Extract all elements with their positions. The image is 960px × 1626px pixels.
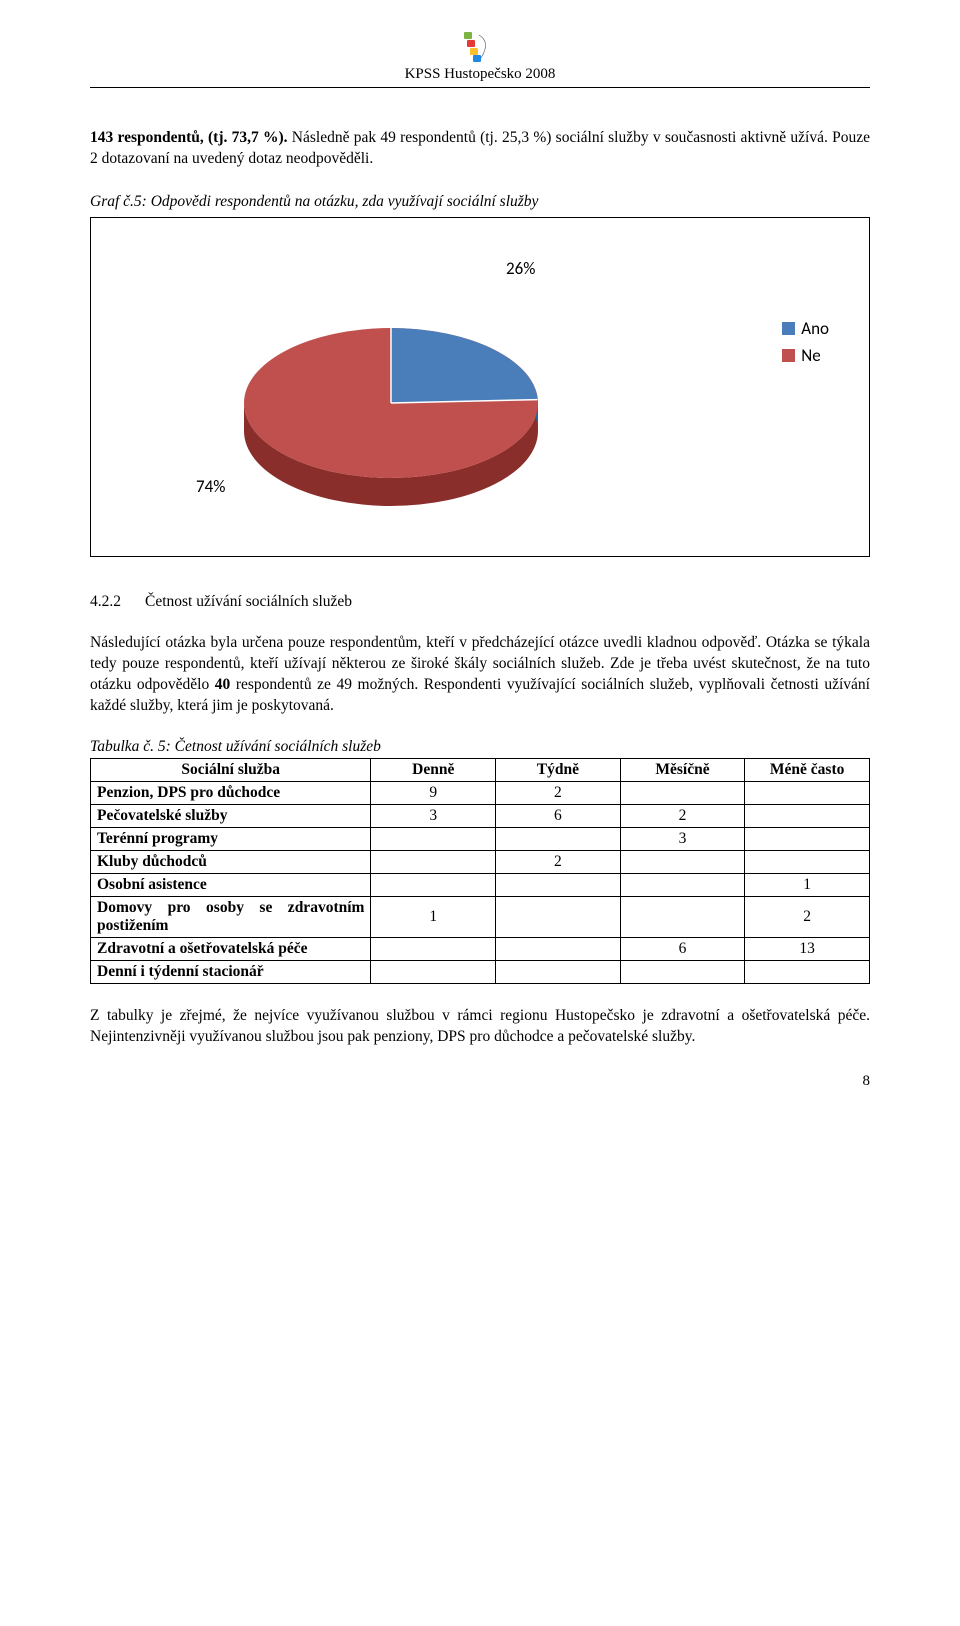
col-daily: Denně <box>371 759 496 782</box>
cell <box>496 897 621 938</box>
row-label: Penzion, DPS pro důchodce <box>91 782 371 805</box>
table-row: Zdravotní a ošetřovatelská péče 613 <box>91 938 870 961</box>
cell: 2 <box>620 805 745 828</box>
frequency-table: Sociální služba Denně Týdně Měsíčně Méně… <box>90 758 870 984</box>
cell <box>371 938 496 961</box>
section-heading: 4.2.2 Četnost užívání sociálních služeb <box>90 593 870 611</box>
legend-swatch-ano <box>782 322 795 335</box>
cell <box>371 874 496 897</box>
row-label: Pečovatelské služby <box>91 805 371 828</box>
cell <box>620 874 745 897</box>
table-caption: Tabulka č. 5: Četnost užívání sociálních… <box>90 738 870 756</box>
cell <box>496 874 621 897</box>
table-row: Terénní programy 3 <box>91 828 870 851</box>
cell: 3 <box>620 828 745 851</box>
legend-swatch-ne <box>782 349 795 362</box>
cell <box>371 851 496 874</box>
header-title: KPSS Hustopečsko 2008 <box>90 66 870 83</box>
cell <box>496 828 621 851</box>
cell <box>371 828 496 851</box>
pie-chart-container: 26% 74% Ano Ne <box>90 217 870 557</box>
cell: 2 <box>745 897 870 938</box>
cell <box>620 961 745 984</box>
cell: 9 <box>371 782 496 805</box>
cell <box>496 961 621 984</box>
cell: 1 <box>745 874 870 897</box>
row-label: Denní i týdenní stacionář <box>91 961 371 984</box>
intro-paragraph: 143 respondentů, (tj. 73,7 %). Následně … <box>90 128 870 170</box>
pie-label-74: 74% <box>196 476 225 497</box>
cell <box>745 851 870 874</box>
cell: 1 <box>371 897 496 938</box>
page-number: 8 <box>863 1073 871 1090</box>
closing-paragraph: Z tabulky je zřejmé, že nejvíce využívan… <box>90 1006 870 1048</box>
p2-bold: 40 <box>215 676 231 693</box>
row-label: Kluby důchodců <box>91 851 371 874</box>
cell <box>496 938 621 961</box>
cell <box>620 851 745 874</box>
section-title: Četnost užívání sociálních služeb <box>145 593 352 610</box>
row-label: Osobní asistence <box>91 874 371 897</box>
col-weekly: Týdně <box>496 759 621 782</box>
cell <box>745 782 870 805</box>
table-row: Denní i týdenní stacionář <box>91 961 870 984</box>
legend-label-ne: Ne <box>801 345 820 366</box>
cell <box>620 782 745 805</box>
table-row: Kluby důchodců 2 <box>91 851 870 874</box>
body-paragraph-2: Následující otázka byla určena pouze res… <box>90 633 870 717</box>
col-service: Sociální služba <box>91 759 371 782</box>
pie-label-26: 26% <box>506 258 535 279</box>
table-row: Penzion, DPS pro důchodce92 <box>91 782 870 805</box>
row-label: Domovy pro osoby se zdravotním postižení… <box>91 897 371 938</box>
col-less: Méně často <box>745 759 870 782</box>
cell <box>745 961 870 984</box>
legend-row-ne: Ne <box>782 345 829 366</box>
cell <box>620 897 745 938</box>
intro-bold: 143 respondentů, (tj. 73,7 %). <box>90 129 288 146</box>
cell: 6 <box>620 938 745 961</box>
cell: 3 <box>371 805 496 828</box>
cell: 2 <box>496 851 621 874</box>
table-row: Domovy pro osoby se zdravotním postižení… <box>91 897 870 938</box>
cell: 2 <box>496 782 621 805</box>
legend-label-ano: Ano <box>801 318 829 339</box>
table-row: Pečovatelské služby362 <box>91 805 870 828</box>
cell <box>371 961 496 984</box>
legend-row-ano: Ano <box>782 318 829 339</box>
cell <box>745 805 870 828</box>
row-label: Terénní programy <box>91 828 371 851</box>
page: KPSS Hustopečsko 2008 143 respondentů, (… <box>0 0 960 1110</box>
row-label: Zdravotní a ošetřovatelská péče <box>91 938 371 961</box>
cell: 13 <box>745 938 870 961</box>
graf-caption: Graf č.5: Odpovědi respondentů na otázku… <box>90 192 870 213</box>
header-rule <box>90 87 870 88</box>
pie-legend: Ano Ne <box>782 318 829 372</box>
section-number: 4.2.2 <box>90 593 121 610</box>
cell: 6 <box>496 805 621 828</box>
header-logo <box>461 30 499 64</box>
table-row: Osobní asistence 1 <box>91 874 870 897</box>
col-monthly: Měsíčně <box>620 759 745 782</box>
cell <box>745 828 870 851</box>
table-header-row: Sociální služba Denně Týdně Měsíčně Méně… <box>91 759 870 782</box>
